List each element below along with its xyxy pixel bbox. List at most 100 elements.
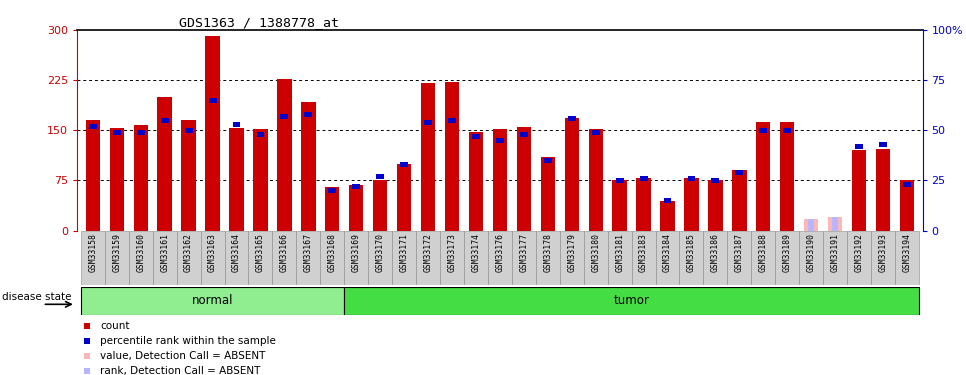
Bar [544, 158, 552, 163]
Bar [89, 124, 97, 129]
Text: GSM33168: GSM33168 [327, 233, 337, 272]
Bar [684, 178, 698, 231]
Text: GSM33190: GSM33190 [807, 233, 815, 272]
Bar [229, 128, 243, 231]
Text: GSM33184: GSM33184 [663, 233, 672, 272]
Text: GSM33166: GSM33166 [280, 233, 289, 272]
Text: GSM33177: GSM33177 [520, 233, 528, 272]
Text: rank, Detection Call = ABSENT: rank, Detection Call = ABSENT [100, 366, 261, 375]
Bar [656, 231, 679, 285]
Bar [201, 231, 224, 285]
Text: GSM33179: GSM33179 [567, 233, 577, 272]
Text: GSM33167: GSM33167 [304, 233, 313, 272]
Bar [257, 132, 265, 137]
Bar [661, 201, 674, 231]
Bar [759, 128, 767, 133]
Bar [400, 162, 408, 167]
Text: GSM33188: GSM33188 [759, 233, 768, 272]
Bar [808, 219, 814, 231]
Bar [895, 231, 919, 285]
Bar [160, 118, 169, 123]
Bar [496, 138, 504, 143]
Text: GSM33194: GSM33194 [902, 233, 912, 272]
Bar [153, 231, 177, 285]
Bar [109, 128, 124, 231]
Text: GSM33192: GSM33192 [855, 233, 864, 272]
Bar [182, 120, 196, 231]
Bar [899, 180, 914, 231]
Bar [711, 178, 720, 183]
Text: GDS1363 / 1388778_at: GDS1363 / 1388778_at [179, 16, 339, 29]
Bar [536, 231, 559, 285]
Bar [804, 219, 818, 231]
Bar [879, 142, 887, 147]
Bar [233, 122, 241, 127]
Bar [783, 128, 791, 133]
Bar [727, 231, 752, 285]
Text: GSM33174: GSM33174 [471, 233, 480, 272]
Bar [568, 116, 576, 121]
Bar [253, 129, 268, 231]
Bar [206, 36, 219, 231]
Bar [828, 217, 842, 231]
Bar [781, 122, 794, 231]
Bar [612, 180, 627, 231]
Bar [583, 231, 608, 285]
Bar [424, 120, 432, 125]
Bar [855, 144, 863, 149]
Bar [421, 84, 436, 231]
Bar [81, 231, 105, 285]
Bar [632, 231, 656, 285]
Text: GSM33191: GSM33191 [831, 233, 839, 272]
Bar [688, 176, 696, 181]
Bar [177, 231, 201, 285]
Text: GSM33158: GSM33158 [88, 233, 98, 272]
Bar [277, 80, 292, 231]
Bar [664, 198, 671, 203]
Bar [517, 127, 531, 231]
Text: GSM33170: GSM33170 [376, 233, 384, 272]
Bar [301, 102, 316, 231]
Bar [297, 231, 321, 285]
Bar [752, 231, 776, 285]
Bar [326, 187, 339, 231]
Bar [469, 132, 483, 231]
Text: value, Detection Call = ABSENT: value, Detection Call = ABSENT [100, 351, 266, 361]
Bar [353, 184, 360, 189]
Bar [157, 97, 172, 231]
Bar [637, 178, 651, 231]
Text: GSM33186: GSM33186 [711, 233, 720, 272]
Bar [488, 231, 512, 285]
Text: GSM33164: GSM33164 [232, 233, 241, 272]
Text: GSM33176: GSM33176 [496, 233, 504, 272]
Bar [392, 231, 416, 285]
Text: GSM33180: GSM33180 [591, 233, 600, 272]
Bar [708, 180, 723, 231]
Bar [903, 182, 911, 187]
Bar [368, 231, 392, 285]
Bar [113, 130, 121, 135]
Bar [209, 98, 216, 103]
Bar [464, 231, 488, 285]
Bar [133, 125, 148, 231]
Bar [871, 231, 895, 285]
Text: count: count [100, 321, 129, 331]
Text: GSM33185: GSM33185 [687, 233, 696, 272]
Bar [541, 157, 555, 231]
Text: GSM33183: GSM33183 [639, 233, 648, 272]
Bar [448, 118, 456, 123]
Bar [344, 287, 919, 315]
Bar [128, 231, 153, 285]
Bar [756, 122, 771, 231]
Text: percentile rank within the sample: percentile rank within the sample [100, 336, 276, 346]
Bar [472, 134, 480, 139]
Bar [776, 231, 799, 285]
Text: GSM33161: GSM33161 [160, 233, 169, 272]
Bar [588, 129, 603, 231]
Text: GSM33169: GSM33169 [352, 233, 360, 272]
Bar [224, 231, 248, 285]
Bar [799, 231, 823, 285]
Bar [512, 231, 536, 285]
Bar [416, 231, 440, 285]
Text: GSM33163: GSM33163 [208, 233, 217, 272]
